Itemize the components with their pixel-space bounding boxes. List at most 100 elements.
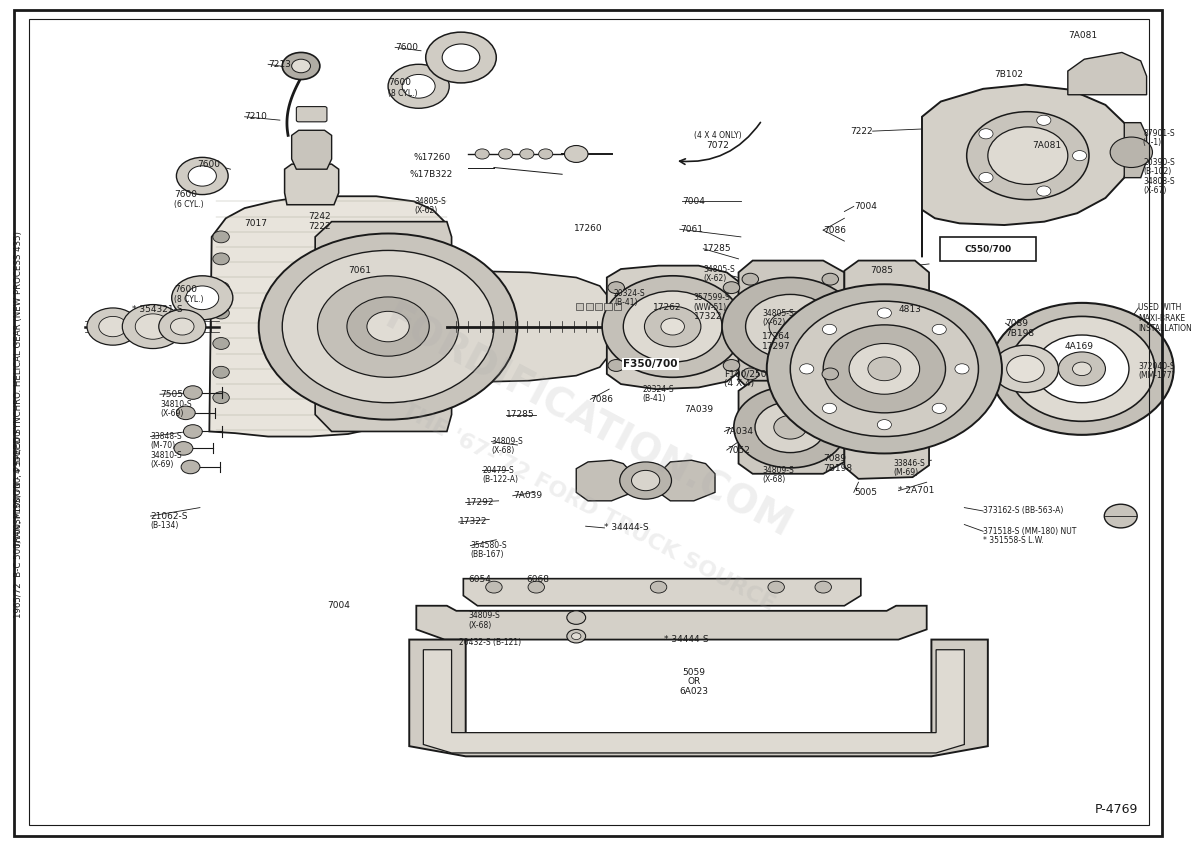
Circle shape <box>188 166 216 186</box>
Circle shape <box>734 387 847 468</box>
Circle shape <box>608 360 624 371</box>
Circle shape <box>212 253 229 265</box>
Text: 7B198: 7B198 <box>823 464 852 473</box>
Text: 7061: 7061 <box>679 225 703 233</box>
Text: 6A023: 6A023 <box>679 687 708 695</box>
Text: 34805-S: 34805-S <box>762 309 794 317</box>
Text: (B-102): (B-102) <box>1144 168 1171 176</box>
Text: 7242: 7242 <box>308 212 331 221</box>
Text: P-4769: P-4769 <box>1096 803 1139 816</box>
Text: 7A039: 7A039 <box>512 492 542 500</box>
Text: (B-122-A): (B-122-A) <box>482 475 518 484</box>
Text: 7072: 7072 <box>706 141 728 150</box>
Polygon shape <box>595 303 602 310</box>
Circle shape <box>566 629 586 643</box>
Text: 6054: 6054 <box>468 575 491 584</box>
Text: 7600: 7600 <box>174 285 197 294</box>
Circle shape <box>602 276 743 377</box>
Text: 7017: 7017 <box>245 219 268 228</box>
Text: 7052: 7052 <box>727 446 750 454</box>
Circle shape <box>520 149 534 159</box>
Circle shape <box>823 325 946 413</box>
Text: 7600: 7600 <box>174 190 197 199</box>
Text: 34805-S: 34805-S <box>414 197 445 206</box>
Circle shape <box>955 364 970 374</box>
Text: C550/700: C550/700 <box>965 244 1012 253</box>
Text: 373162-S (BB-563-A): 373162-S (BB-563-A) <box>983 507 1063 515</box>
Circle shape <box>184 425 203 438</box>
Text: 17297: 17297 <box>762 343 791 351</box>
Circle shape <box>850 343 919 394</box>
Text: 34809-S: 34809-S <box>762 466 794 475</box>
Text: 21062-S: 21062-S <box>150 512 188 520</box>
Text: 5005: 5005 <box>853 488 877 497</box>
Circle shape <box>650 581 667 593</box>
Polygon shape <box>922 85 1132 257</box>
Circle shape <box>174 442 193 455</box>
Circle shape <box>822 324 836 334</box>
Text: * 2A701: * 2A701 <box>899 486 935 495</box>
Circle shape <box>815 581 832 593</box>
Circle shape <box>426 32 497 83</box>
Polygon shape <box>614 303 620 310</box>
Circle shape <box>799 364 814 374</box>
Circle shape <box>212 366 229 378</box>
Text: 33848-S: 33848-S <box>150 432 182 441</box>
Circle shape <box>822 368 839 380</box>
Circle shape <box>742 368 758 380</box>
Text: 34809-S: 34809-S <box>492 437 523 446</box>
Text: 17322: 17322 <box>694 312 722 321</box>
Circle shape <box>979 129 994 139</box>
Polygon shape <box>424 650 965 753</box>
Text: (MM-177): (MM-177) <box>1139 371 1175 380</box>
Text: 7213: 7213 <box>268 60 292 69</box>
Circle shape <box>347 297 430 356</box>
Circle shape <box>442 44 480 71</box>
Polygon shape <box>463 579 860 606</box>
Circle shape <box>1073 151 1087 161</box>
Circle shape <box>499 149 512 159</box>
Circle shape <box>1073 362 1091 376</box>
Text: 357599-S: 357599-S <box>694 294 731 302</box>
Polygon shape <box>576 460 632 501</box>
Circle shape <box>769 311 811 342</box>
Circle shape <box>122 305 184 349</box>
Text: 7222: 7222 <box>850 127 872 135</box>
Text: ( I-1): ( I-1) <box>1144 139 1162 147</box>
Text: 34808-S: 34808-S <box>1144 177 1175 185</box>
Circle shape <box>528 581 545 593</box>
Text: 34805-S: 34805-S <box>703 265 736 273</box>
Text: (B-41): (B-41) <box>642 394 666 403</box>
Text: 7A034: 7A034 <box>725 427 754 436</box>
Text: (M-69): (M-69) <box>894 469 919 477</box>
Circle shape <box>170 318 194 335</box>
Text: 7089: 7089 <box>823 454 846 463</box>
Circle shape <box>1037 186 1051 196</box>
Text: (X-67): (X-67) <box>1144 186 1166 195</box>
Circle shape <box>661 318 684 335</box>
Text: 7004: 7004 <box>853 202 877 211</box>
Text: (X-62): (X-62) <box>762 318 785 327</box>
Text: 7A081: 7A081 <box>1032 141 1062 150</box>
Circle shape <box>990 303 1174 435</box>
Text: (X-69): (X-69) <box>150 460 174 469</box>
Circle shape <box>619 462 672 499</box>
Circle shape <box>644 306 701 347</box>
Text: OR: OR <box>688 678 701 686</box>
Circle shape <box>631 470 660 491</box>
Text: 7222: 7222 <box>308 222 331 231</box>
Circle shape <box>623 291 722 362</box>
Circle shape <box>1034 335 1129 403</box>
Circle shape <box>176 157 228 195</box>
Circle shape <box>186 286 218 310</box>
Circle shape <box>158 310 206 343</box>
Text: 7A039: 7A039 <box>684 405 714 414</box>
Circle shape <box>318 276 458 377</box>
Polygon shape <box>1068 52 1147 95</box>
Text: 87901-S: 87901-S <box>1144 129 1175 138</box>
Circle shape <box>1007 355 1044 382</box>
Text: * 34444-S: * 34444-S <box>665 635 709 644</box>
Text: 17262: 17262 <box>653 304 682 312</box>
Polygon shape <box>738 261 845 393</box>
Circle shape <box>724 360 739 371</box>
